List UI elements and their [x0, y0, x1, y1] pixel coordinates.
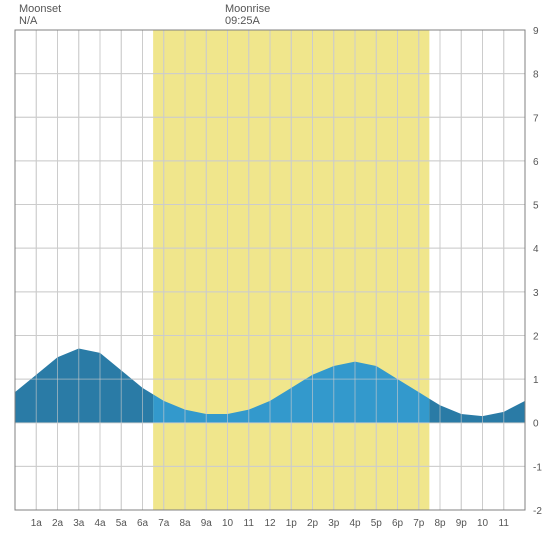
svg-text:4p: 4p [349, 518, 361, 529]
svg-text:3a: 3a [73, 518, 85, 529]
moonset-label: Moonset N/A [19, 3, 61, 27]
svg-text:5a: 5a [116, 518, 128, 529]
svg-text:10: 10 [222, 518, 234, 529]
moonset-value: N/A [19, 15, 61, 27]
svg-text:10: 10 [477, 518, 489, 529]
svg-text:-2: -2 [533, 506, 542, 517]
svg-text:8p: 8p [434, 518, 446, 529]
tide-chart: Moonset N/A Moonrise 09:25A 1a2a3a4a5a6a… [0, 0, 550, 550]
svg-text:2a: 2a [52, 518, 64, 529]
moonrise-value: 09:25A [225, 15, 270, 27]
svg-text:8a: 8a [179, 518, 191, 529]
chart-svg: 1a2a3a4a5a6a7a8a9a1011121p2p3p4p5p6p7p8p… [0, 0, 550, 550]
svg-text:6: 6 [533, 157, 539, 168]
moonrise-label: Moonrise 09:25A [225, 3, 270, 27]
svg-text:9a: 9a [201, 518, 213, 529]
svg-text:6p: 6p [392, 518, 404, 529]
svg-text:3p: 3p [328, 518, 340, 529]
svg-text:4a: 4a [94, 518, 106, 529]
svg-text:11: 11 [244, 518, 255, 529]
svg-text:4: 4 [533, 244, 539, 255]
svg-text:2: 2 [533, 331, 539, 342]
svg-text:3: 3 [533, 288, 539, 299]
svg-text:9p: 9p [456, 518, 468, 529]
svg-text:7p: 7p [413, 518, 425, 529]
svg-text:5: 5 [533, 201, 539, 212]
svg-text:11: 11 [499, 518, 510, 529]
svg-text:0: 0 [533, 419, 539, 430]
svg-text:5p: 5p [371, 518, 383, 529]
svg-text:2p: 2p [307, 518, 319, 529]
svg-text:1: 1 [533, 375, 539, 386]
svg-text:6a: 6a [137, 518, 149, 529]
svg-text:12: 12 [264, 518, 276, 529]
svg-text:1p: 1p [286, 518, 298, 529]
svg-text:7a: 7a [158, 518, 170, 529]
svg-text:7: 7 [533, 113, 539, 124]
svg-text:1a: 1a [31, 518, 43, 529]
svg-text:8: 8 [533, 70, 539, 81]
moonset-title: Moonset [19, 3, 61, 15]
svg-text:-1: -1 [533, 462, 542, 473]
moonrise-title: Moonrise [225, 3, 270, 15]
svg-text:9: 9 [533, 26, 539, 37]
